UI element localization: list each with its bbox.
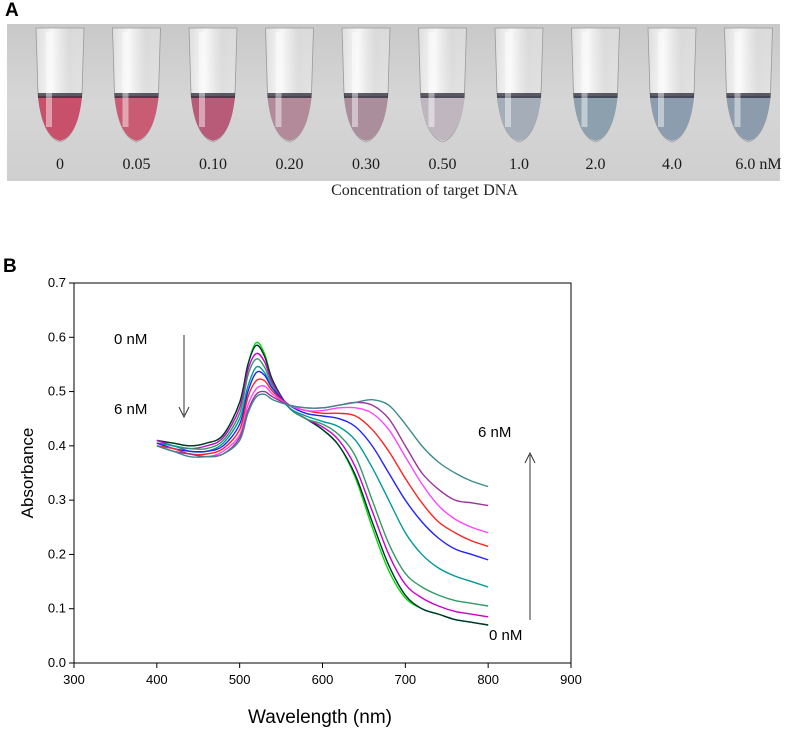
concentration-label: 0.20 — [275, 156, 304, 173]
annotation-top-left: 0 nM — [114, 331, 147, 348]
tube-highlight — [352, 32, 358, 127]
tube-solution — [344, 96, 388, 141]
tube-photo-panel: 0 0.05 0.10 0.20 0.30 0.50 1.0 2.0 4.0 6.0 nM Con… — [7, 24, 782, 206]
spectrum-line — [156, 393, 489, 488]
spectra-series — [156, 341, 489, 626]
sample-tube — [494, 27, 544, 143]
spectrum-line — [156, 365, 489, 588]
tube-highlight — [122, 32, 129, 127]
annotation-bottom-right: 0 nM — [489, 627, 522, 644]
sample-tube — [418, 27, 467, 143]
tube-highlight — [734, 32, 741, 127]
tube-meniscus — [191, 93, 235, 98]
tube-highlight — [46, 32, 52, 127]
photo-caption: Concentration of target DNA — [331, 182, 518, 199]
concentration-label: 2.0 — [585, 156, 606, 173]
tube-photo — [7, 24, 780, 181]
tube-solution — [420, 96, 465, 141]
tube-solution — [650, 96, 694, 141]
x-tick-label: 300 — [63, 672, 85, 687]
annotation-top-right: 6 nM — [478, 424, 511, 441]
y-tick-label: 0.2 — [48, 546, 66, 561]
tube-meniscus — [38, 93, 82, 98]
tube-solution — [38, 96, 82, 141]
concentration-label: 0.05 — [122, 156, 151, 173]
x-tick-label: 700 — [394, 672, 416, 687]
sample-tube — [112, 27, 161, 143]
tube-highlight — [658, 32, 664, 127]
spectrum-line — [156, 358, 489, 607]
x-axis: 300 400 500 600 700 800 900 — [63, 663, 582, 687]
sample-tube — [265, 27, 314, 143]
y-tick-label: 0.7 — [48, 275, 66, 290]
y-tick-label: 0.4 — [48, 438, 66, 453]
tube-highlight — [505, 32, 511, 127]
tube-solution — [114, 96, 159, 141]
concentration-label: 0.10 — [199, 156, 227, 173]
tube-meniscus — [650, 93, 694, 98]
up-arrow-head — [524, 451, 536, 464]
tube-meniscus — [726, 93, 771, 98]
y-tick-label: 0.0 — [48, 655, 66, 670]
concentration-label: 4.0 — [662, 156, 682, 173]
tube-meniscus — [344, 93, 388, 98]
panel-a-label: A — [5, 0, 19, 21]
spectrum-line — [156, 341, 489, 626]
tube-meniscus — [267, 93, 312, 98]
tube-solution — [573, 96, 618, 141]
x-tick-label: 400 — [146, 672, 168, 687]
tube-highlight — [275, 32, 282, 127]
tube-solution — [726, 96, 771, 141]
sample-tube — [647, 27, 697, 143]
tube-solution — [497, 96, 541, 141]
x-tick-label: 800 — [477, 672, 499, 687]
y-tick-label: 0.6 — [48, 329, 66, 344]
tube-solution — [267, 96, 312, 141]
tube-highlight — [428, 32, 435, 127]
down-arrow-head — [178, 406, 190, 419]
sample-tube — [35, 27, 85, 143]
spectrum-line — [156, 370, 489, 561]
x-tick-label: 600 — [312, 672, 334, 687]
y-tick-label: 0.3 — [48, 492, 66, 507]
concentration-label: 6.0 nM — [735, 156, 782, 173]
sample-tube — [724, 27, 773, 143]
x-tick-label: 900 — [560, 672, 582, 687]
y-axis-title: Absorbance — [18, 428, 37, 519]
annotation-bottom-left: 6 nM — [114, 401, 147, 418]
concentration-label: 0.50 — [428, 156, 457, 173]
sample-tube — [571, 27, 620, 143]
tube-meniscus — [420, 93, 465, 98]
spectrum-line — [156, 344, 489, 626]
x-axis-title: Wavelength (nm) — [248, 707, 392, 728]
y-axis: 0.0 0.1 0.2 0.3 0.4 0.5 0.6 0.7 — [48, 275, 74, 670]
plot-frame — [73, 282, 572, 664]
absorbance-chart: 0.0 0.1 0.2 0.3 0.4 0.5 0.6 0.7 300 400 500 600 700… — [18, 275, 582, 728]
concentration-label: 1.0 — [509, 156, 529, 173]
sample-tube — [188, 27, 238, 143]
concentration-label: 0 — [56, 156, 64, 173]
y-tick-label: 0.5 — [48, 384, 66, 399]
panel-b-label: B — [3, 256, 17, 277]
spectrum-line — [156, 352, 489, 618]
tube-meniscus — [573, 93, 618, 98]
x-tick-label: 500 — [229, 672, 251, 687]
y-tick-label: 0.1 — [48, 601, 66, 616]
spectrum-line — [156, 385, 489, 534]
concentration-label: 0.30 — [352, 156, 380, 173]
tube-solution — [191, 96, 235, 141]
sample-tube — [341, 27, 391, 143]
tube-highlight — [581, 32, 588, 127]
tube-meniscus — [114, 93, 159, 98]
tube-highlight — [199, 32, 205, 127]
tube-meniscus — [497, 93, 541, 98]
